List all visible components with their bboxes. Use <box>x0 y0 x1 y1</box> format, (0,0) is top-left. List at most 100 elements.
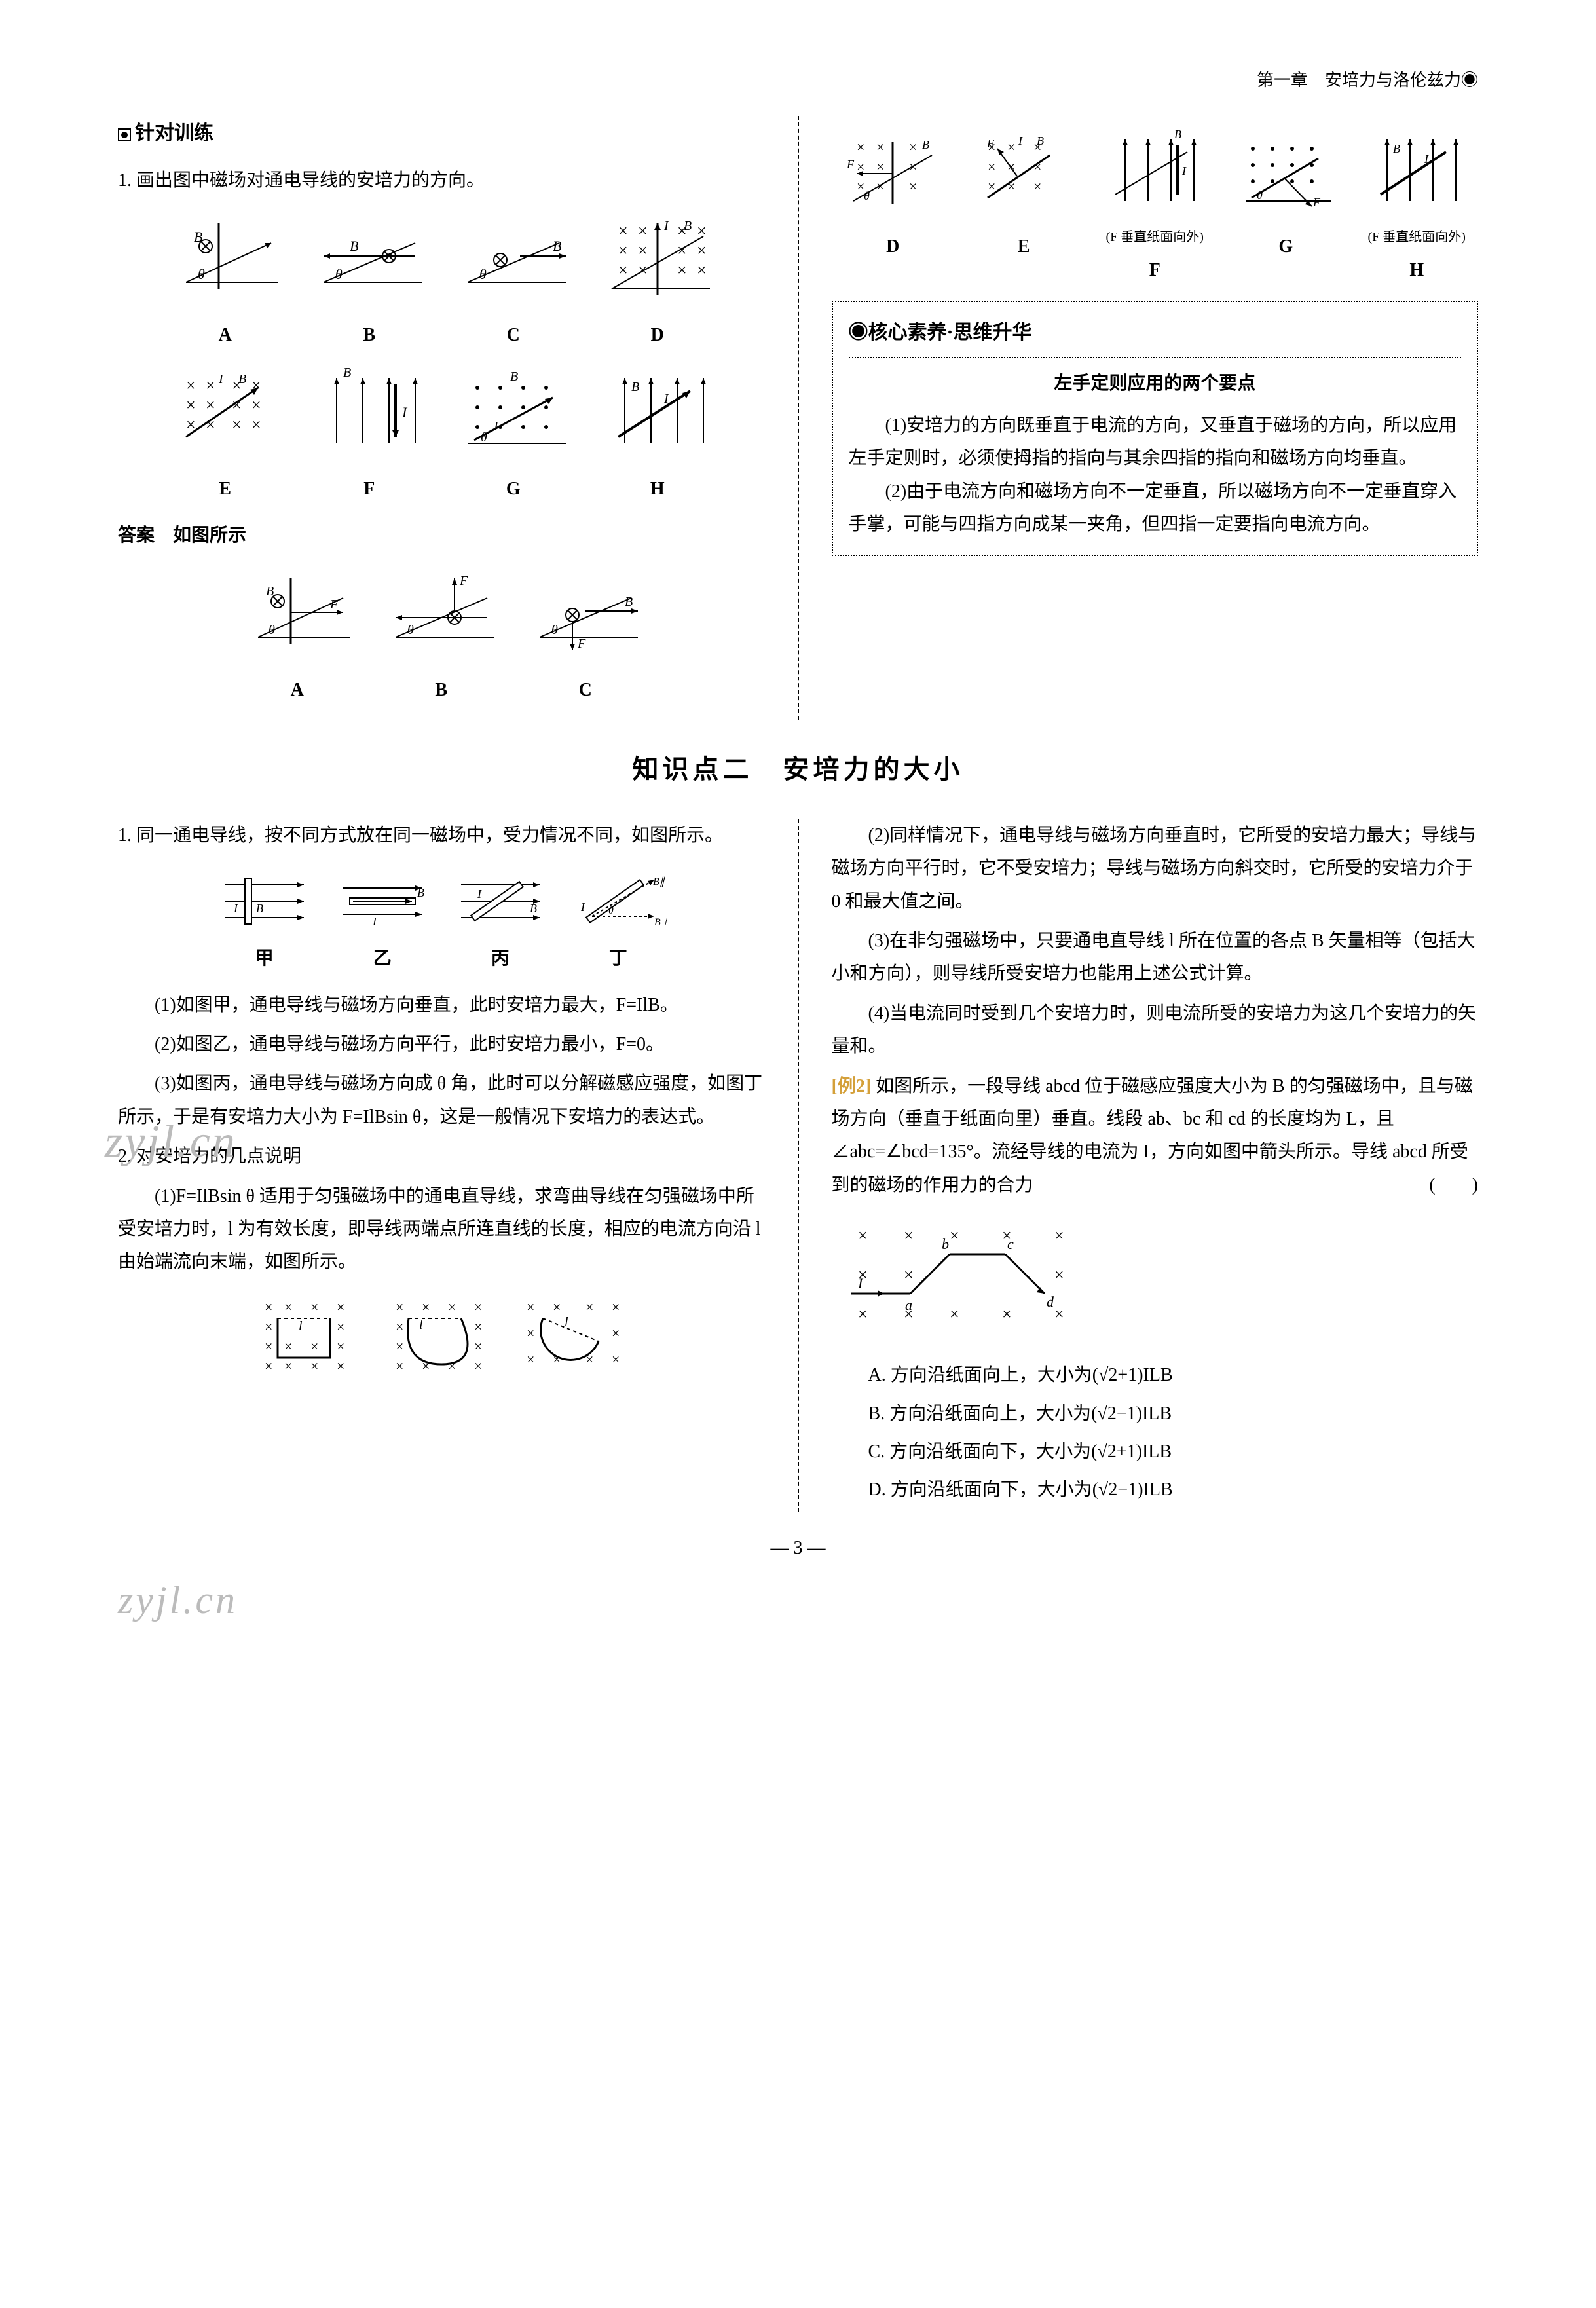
ans-c: BFθ C <box>527 565 644 707</box>
svg-text:×: × <box>396 1318 403 1335</box>
svg-text:I: I <box>233 902 238 915</box>
lower-block: 1. 同一通电导线，按不同方式放在同一磁场中，受力情况不同，如图所示。 IB 甲… <box>118 819 1478 1512</box>
diagram-h: B I H <box>599 365 716 506</box>
svg-text:B: B <box>510 369 518 384</box>
ans-e: ×××××××××FIB E <box>971 129 1076 288</box>
svg-text:×: × <box>638 221 648 240</box>
kp2-diagrams: IB 甲 BI 乙 IB 丙 IB∥B⊥θ 丁 <box>118 865 765 975</box>
svg-text:×: × <box>585 1299 593 1315</box>
svg-text:×: × <box>396 1338 403 1354</box>
svg-text:F: F <box>986 137 995 150</box>
svg-text:I: I <box>663 392 669 406</box>
svg-text:a: a <box>905 1297 912 1313</box>
svg-text:×: × <box>904 1226 914 1245</box>
kp2-1-3: (3)如图丙，通电导线与磁场方向成 θ 角，此时可以分解磁感应强度，如图丁所示，… <box>118 1068 765 1134</box>
svg-text:×: × <box>909 178 917 195</box>
ans-a: BFθ A <box>238 565 356 707</box>
svg-text:B: B <box>631 380 639 394</box>
svg-text:F: F <box>329 597 339 612</box>
svg-text:×: × <box>284 1299 292 1315</box>
svg-text:×: × <box>618 241 628 260</box>
svg-text:×: × <box>474 1338 482 1354</box>
ans-label-a: A <box>238 674 356 707</box>
ans-label-f: F <box>1102 254 1207 287</box>
svg-text:c: c <box>1007 1236 1014 1252</box>
kp2-2-1: (1)F=IlBsin θ 适用于匀强磁场中的通电直导线，求弯曲导线在匀强磁场中… <box>118 1180 765 1279</box>
svg-text:I: I <box>580 901 585 914</box>
label-d: D <box>599 319 716 352</box>
svg-text:B: B <box>343 365 351 380</box>
svg-text:×: × <box>527 1325 534 1341</box>
label-g: G <box>455 473 572 506</box>
label-a: A <box>166 319 284 352</box>
svg-text:I: I <box>477 887 482 901</box>
svg-text:I: I <box>401 404 408 420</box>
left-col-lower: 1. 同一通电导线，按不同方式放在同一磁场中，受力情况不同，如图所示。 IB 甲… <box>118 819 765 1512</box>
svg-text:B: B <box>1174 129 1181 141</box>
ans-label-b: B <box>382 674 500 707</box>
svg-text:×: × <box>265 1299 272 1315</box>
svg-text:l: l <box>419 1318 423 1332</box>
svg-text:×: × <box>337 1299 344 1315</box>
svg-text:×: × <box>337 1338 344 1354</box>
svg-text:×: × <box>310 1299 318 1315</box>
ans-label-e: E <box>971 231 1076 263</box>
svg-text:F: F <box>577 637 586 651</box>
svg-text:×: × <box>396 1299 403 1315</box>
label-f: F <box>310 473 428 506</box>
svg-text:×: × <box>474 1358 482 1374</box>
svg-text:I: I <box>663 219 669 233</box>
bent-dia-1: ×××××××××××××× l <box>251 1292 369 1384</box>
svg-text:×: × <box>876 139 884 155</box>
svg-text:I: I <box>493 419 499 434</box>
svg-text:B: B <box>922 138 929 151</box>
kp2-dia-yi: BI 乙 <box>333 865 432 975</box>
svg-text:×: × <box>265 1358 272 1374</box>
label-bing: 丙 <box>451 942 549 975</box>
left-col-upper: 针对训练 1. 画出图中磁场对通电导线的安培力的方向。 Bθ A Bθ B Bθ… <box>118 116 765 720</box>
answer-diagrams-2: ×××××××××FBθ D ×××××××××FIB E IB (F 垂直纸面… <box>832 129 1479 288</box>
svg-text:×: × <box>697 241 707 260</box>
svg-text:×: × <box>612 1325 620 1341</box>
example-text: 如图所示，一段导线 abcd 位于磁感应强度大小为 B 的匀强磁场中，且与磁场方… <box>832 1076 1473 1195</box>
bent-dia-3: ×××××××××× l <box>513 1292 631 1384</box>
svg-text:I: I <box>372 915 377 928</box>
svg-text:×: × <box>858 1305 868 1324</box>
note-h: (F 垂直纸面向外) <box>1364 225 1469 249</box>
svg-text:×: × <box>422 1299 430 1315</box>
svg-text:×: × <box>232 415 242 434</box>
kp2-2-4: (4)当电流同时受到几个安培力时，则电流所受的安培力为这几个安培力的矢量和。 <box>832 997 1479 1064</box>
example-2: [例2] 如图所示，一段导线 abcd 位于磁感应强度大小为 B 的匀强磁场中，… <box>832 1070 1479 1202</box>
kp2-title: 知识点二 安培力的大小 <box>118 746 1478 793</box>
svg-text:×: × <box>448 1299 456 1315</box>
svg-text:θ: θ <box>269 623 275 637</box>
kp2-p1: 1. 同一通电导线，按不同方式放在同一磁场中，受力情况不同，如图所示。 <box>118 819 765 852</box>
svg-text:×: × <box>1054 1265 1064 1284</box>
svg-text:×: × <box>697 261 707 280</box>
svg-text:θ: θ <box>864 189 870 202</box>
svg-text:×: × <box>337 1358 344 1374</box>
svg-text:×: × <box>1033 178 1041 195</box>
q1-text: 1. 画出图中磁场对通电导线的安培力的方向。 <box>118 164 765 197</box>
svg-text:θ: θ <box>198 266 205 282</box>
svg-text:×: × <box>876 158 884 175</box>
diagram-c: Bθ C <box>455 210 572 352</box>
label-h: H <box>599 473 716 506</box>
diagram-a: Bθ A <box>166 210 284 352</box>
svg-text:B: B <box>553 238 561 254</box>
svg-text:×: × <box>251 415 261 434</box>
svg-text:×: × <box>265 1318 272 1335</box>
svg-text:b: b <box>942 1236 949 1252</box>
q1-diagrams: Bθ A Bθ B Bθ C ××××××××××××IB D ××××××××… <box>118 210 765 506</box>
ans-f: IB (F 垂直纸面向外) F <box>1102 129 1207 288</box>
svg-text:B: B <box>1393 142 1400 155</box>
svg-text:×: × <box>474 1299 482 1315</box>
svg-text:×: × <box>612 1299 620 1315</box>
svg-text:I: I <box>1181 164 1187 177</box>
label-yi: 乙 <box>333 942 432 975</box>
svg-text:×: × <box>284 1338 292 1354</box>
svg-text:B∥: B∥ <box>653 876 665 887</box>
svg-text:×: × <box>612 1351 620 1368</box>
ans-label-c: C <box>527 674 644 707</box>
svg-text:×: × <box>858 1226 868 1245</box>
